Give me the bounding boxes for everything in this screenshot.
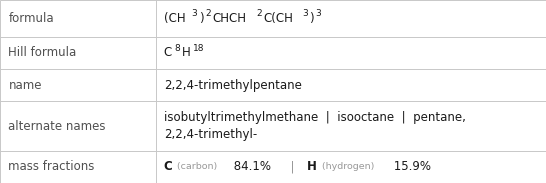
Text: mass fractions: mass fractions [8,160,95,173]
Text: alternate names: alternate names [8,119,106,132]
Text: name: name [8,79,42,92]
Text: 3: 3 [192,9,198,18]
Text: 8: 8 [174,44,180,53]
Text: H: H [182,46,191,59]
Text: CHCH: CHCH [212,12,246,25]
Text: C(CH: C(CH [264,12,293,25]
Text: 84.1%: 84.1% [230,160,271,173]
Text: (hydrogen): (hydrogen) [320,162,374,171]
Text: (CH: (CH [164,12,186,25]
Text: C: C [164,46,172,59]
Text: 15.9%: 15.9% [390,160,431,173]
Text: 2: 2 [205,9,211,18]
Text: C: C [164,160,173,173]
Text: 3: 3 [316,9,321,18]
Text: isobutyltrimethylmethane  |  isooctane  |  pentane,
2,2,4-trimethyl-: isobutyltrimethylmethane | isooctane | p… [164,111,466,141]
Text: (carbon): (carbon) [175,162,217,171]
Text: ): ) [199,12,204,25]
Text: Hill formula: Hill formula [8,46,76,59]
Text: 2: 2 [256,9,262,18]
Text: |: | [282,160,301,173]
Text: ): ) [310,12,314,25]
Text: 3: 3 [302,9,308,18]
Text: H: H [307,160,317,173]
Text: 18: 18 [193,44,205,53]
Text: formula: formula [8,12,54,25]
Text: 2,2,4-trimethylpentane: 2,2,4-trimethylpentane [164,79,302,92]
